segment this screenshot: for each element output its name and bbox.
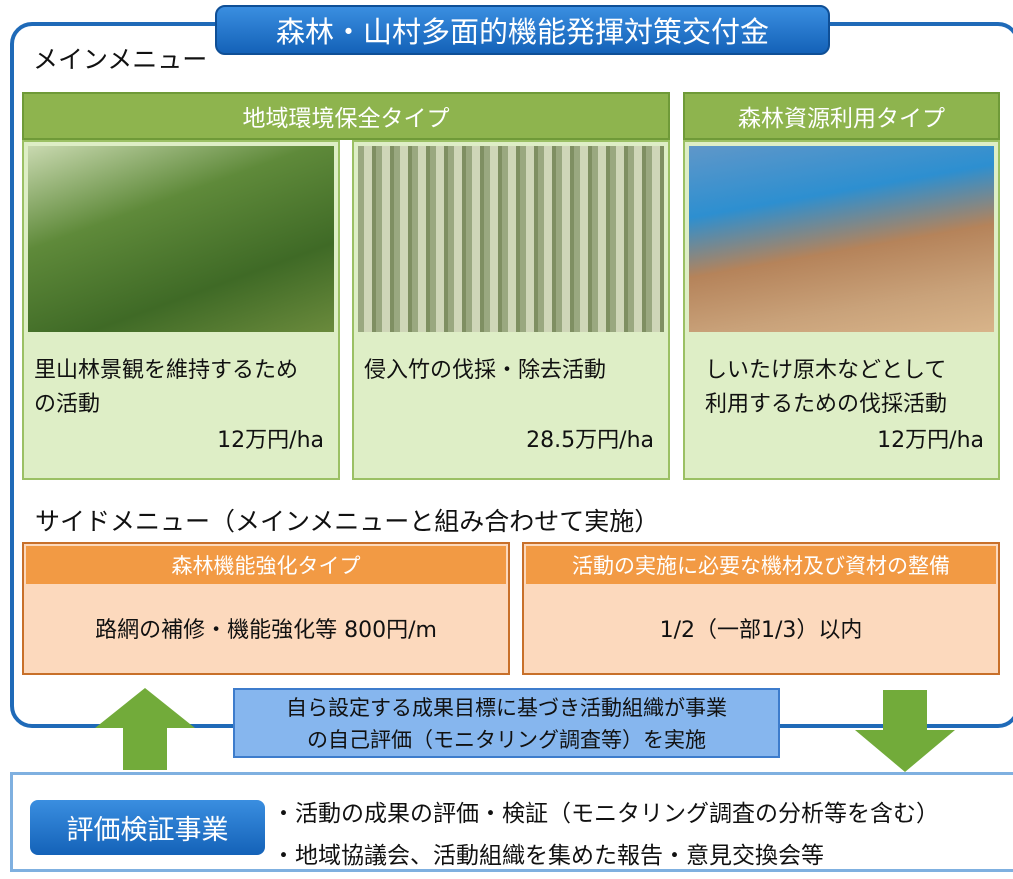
text-line: の自己評価（モニタリング調査等）を実施 [235,724,778,756]
evaluation-label: 評価検証事業 [30,800,265,855]
item: ・地域協議会、活動組織を集めた報告・意見交換会等 [272,835,939,877]
callout: 自ら設定する成果目標に基づき活動組織が事業の自己評価（モニタリング調査等）を実施 [233,688,780,758]
evaluation-items: ・活動の成果の評価・検証（モニタリング調査の分析等を含む）・地域協議会、活動組織… [272,793,939,877]
item: ・活動の成果の評価・検証（モニタリング調査の分析等を含む） [272,793,939,835]
page: 森林・山村多面的機能発揮対策交付金 メインメニュー 地域環境保全タイプ 森林資源… [0,0,1013,879]
down-arrow [855,690,955,772]
text-line: 自ら設定する成果目標に基づき活動組織が事業 [235,692,778,724]
up-arrow [95,688,195,770]
